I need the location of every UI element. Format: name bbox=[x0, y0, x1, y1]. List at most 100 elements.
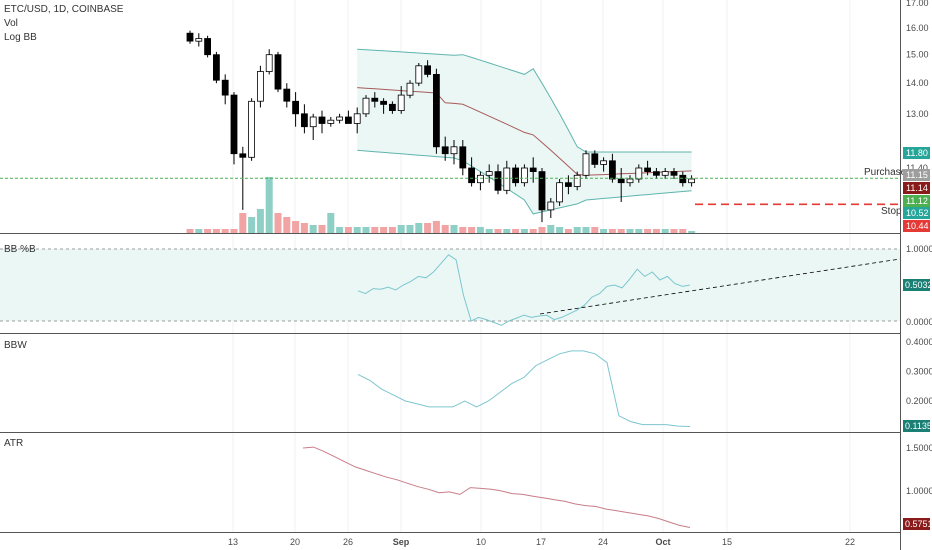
volume-bar bbox=[652, 229, 660, 233]
volume-bar bbox=[292, 221, 300, 233]
volume-bar bbox=[529, 229, 537, 233]
volume-bar bbox=[283, 217, 291, 233]
bollinger-upper-line bbox=[357, 48, 692, 153]
candle bbox=[644, 160, 651, 176]
stop-label: Stop bbox=[881, 206, 902, 217]
candle bbox=[283, 83, 291, 108]
candle bbox=[459, 140, 467, 176]
candle bbox=[512, 164, 519, 187]
price-tag: 11.80 bbox=[903, 147, 930, 159]
candle bbox=[327, 117, 335, 127]
candle bbox=[344, 110, 352, 124]
volume-bar bbox=[432, 221, 440, 233]
time-axis[interactable]: 13 20 26 Sep 10 17 24 Oct 15 22 bbox=[228, 537, 855, 547]
candle bbox=[591, 150, 599, 168]
volume-bar bbox=[309, 225, 317, 233]
candle bbox=[529, 157, 537, 183]
volume-bar bbox=[397, 225, 405, 233]
bb-indicator-label: Log BB bbox=[4, 32, 37, 43]
candle bbox=[679, 171, 687, 187]
volume-bar bbox=[274, 213, 282, 233]
bbw-tick-label: 0.4000 bbox=[906, 337, 932, 347]
volume-bar bbox=[362, 227, 370, 233]
candle bbox=[582, 150, 590, 179]
svg-text:11.12: 11.12 bbox=[906, 196, 928, 206]
candle bbox=[195, 33, 203, 47]
volume-bar bbox=[608, 229, 616, 233]
volume-bar bbox=[230, 229, 238, 233]
bbpct-line bbox=[357, 254, 691, 326]
candle bbox=[371, 92, 379, 108]
candle bbox=[494, 164, 502, 195]
volume-bar bbox=[406, 225, 414, 233]
candle bbox=[397, 86, 405, 114]
bbpct-panel[interactable]: BB %B bbox=[0, 244, 901, 326]
volume-bar bbox=[573, 227, 581, 233]
bbpct-trendline[interactable] bbox=[539, 258, 901, 315]
volume-bar bbox=[380, 227, 388, 233]
atr-value-tag: 0.5751 bbox=[903, 518, 932, 530]
volume-bar bbox=[556, 227, 564, 233]
bbw-line bbox=[357, 350, 691, 427]
bollinger-band-fill bbox=[357, 49, 692, 214]
volume-bar bbox=[520, 229, 528, 233]
atr-line bbox=[302, 446, 691, 528]
volume-bar bbox=[248, 217, 256, 233]
volume-bar bbox=[186, 229, 194, 233]
volume-bar bbox=[450, 225, 458, 233]
purchase-label: Purchase bbox=[864, 167, 907, 178]
candle bbox=[221, 74, 229, 105]
time-tick-label: Sep bbox=[393, 537, 410, 547]
atr-title: ATR bbox=[4, 438, 23, 449]
volume-bar bbox=[415, 223, 423, 233]
candle bbox=[661, 168, 669, 179]
panel-separators bbox=[0, 0, 901, 550]
candle bbox=[256, 65, 264, 108]
time-tick-label: 15 bbox=[722, 537, 732, 547]
volume-bar bbox=[318, 225, 326, 233]
candle bbox=[626, 175, 634, 187]
bbw-panel[interactable]: BBW bbox=[4, 340, 691, 427]
candle bbox=[336, 113, 344, 124]
candle bbox=[274, 51, 282, 93]
price-tag: 10.44 bbox=[903, 220, 930, 232]
volume-bar bbox=[327, 213, 335, 233]
candle bbox=[248, 98, 256, 161]
candles bbox=[186, 30, 695, 223]
candle bbox=[204, 35, 212, 58]
volume-bar bbox=[494, 229, 502, 233]
volume-bar bbox=[512, 229, 520, 233]
volume-bar bbox=[661, 229, 669, 233]
volume-bar bbox=[468, 227, 476, 233]
svg-text:10.52: 10.52 bbox=[906, 208, 929, 218]
candle bbox=[485, 164, 493, 183]
price-tag: 11.15 bbox=[903, 169, 930, 181]
candle bbox=[670, 168, 678, 179]
time-tick-label: 17 bbox=[536, 537, 546, 547]
symbol-title: ETC/USD, 1D, COINBASE bbox=[4, 4, 124, 15]
price-tick-label: 13.00 bbox=[906, 109, 929, 119]
candle bbox=[600, 157, 607, 172]
candle bbox=[653, 168, 660, 179]
volume-bar bbox=[239, 213, 247, 233]
volume-bar bbox=[221, 229, 229, 233]
candle bbox=[380, 98, 388, 114]
volume-bar bbox=[424, 223, 432, 233]
price-axis[interactable]: 17.00 16.00 15.00 14.00 13.00 11.40 11.80 11.15… bbox=[903, 0, 932, 530]
atr-panel[interactable]: ATR bbox=[4, 438, 691, 528]
candle bbox=[441, 136, 449, 161]
price-panel[interactable]: Purchase Stop bbox=[0, 30, 907, 233]
atr-tick-label: 1.5000 bbox=[906, 443, 932, 453]
time-tick-label: 22 bbox=[845, 537, 855, 547]
volume-bar bbox=[564, 229, 572, 233]
volume-bar bbox=[538, 227, 546, 233]
candle bbox=[292, 92, 300, 127]
volume-bar bbox=[485, 229, 493, 233]
time-tick-label: Oct bbox=[655, 537, 670, 547]
price-tick-label: 16.00 bbox=[906, 23, 929, 33]
candle bbox=[503, 160, 511, 195]
price-tick-label: 14.00 bbox=[906, 78, 929, 88]
bbpct-tick-label: 1.0000 bbox=[906, 244, 932, 254]
volume-bar bbox=[679, 229, 687, 233]
